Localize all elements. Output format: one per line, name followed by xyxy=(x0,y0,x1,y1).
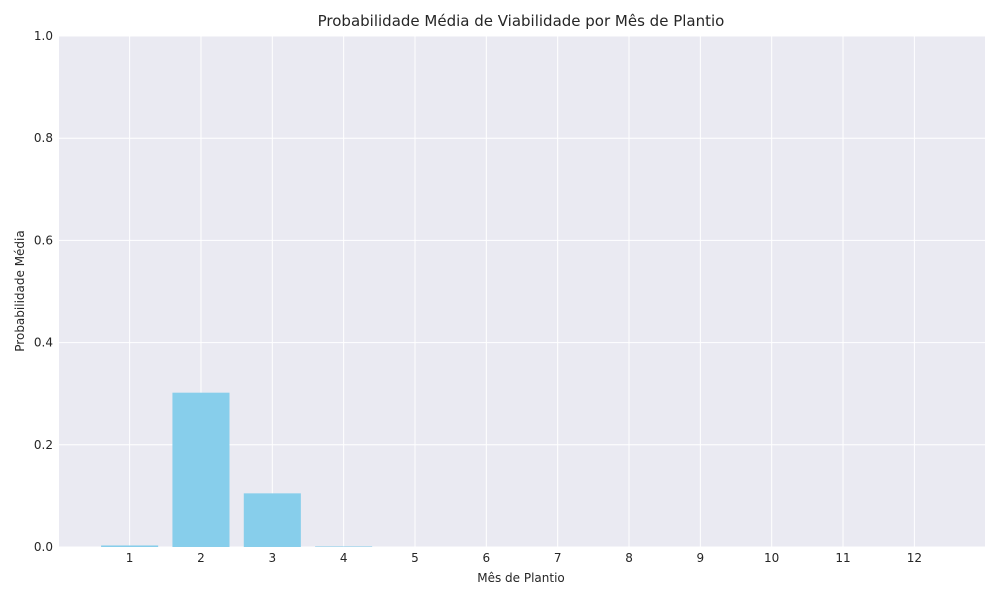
x-tick-label: 7 xyxy=(554,551,562,565)
y-tick-label: 0.8 xyxy=(34,131,53,145)
grid xyxy=(59,35,985,548)
x-tick-label: 5 xyxy=(411,551,419,565)
x-tick-label: 9 xyxy=(697,551,705,565)
bar xyxy=(172,392,230,547)
x-tick-label: 12 xyxy=(907,551,922,565)
y-tick-label: 0.2 xyxy=(34,438,53,452)
bar xyxy=(243,493,301,547)
bar-series xyxy=(101,392,373,547)
y-tick-label: 0.4 xyxy=(34,336,53,350)
bar xyxy=(315,546,373,547)
x-tick-label: 3 xyxy=(268,551,276,565)
y-tick-labels: 0.0 0.2 0.4 0.6 0.8 1.0 xyxy=(34,29,53,554)
x-tick-label: 6 xyxy=(483,551,491,565)
y-tick-label: 1.0 xyxy=(34,29,53,43)
chart-title: Probabilidade Média de Viabilidade por M… xyxy=(318,12,725,30)
x-tick-label: 10 xyxy=(764,551,779,565)
bar xyxy=(101,545,159,547)
y-tick-label: 0.0 xyxy=(34,540,53,554)
x-tick-label: 11 xyxy=(835,551,850,565)
x-tick-label: 4 xyxy=(340,551,348,565)
x-tick-labels: 1 2 3 4 5 6 7 8 9 10 11 12 xyxy=(126,551,922,565)
x-axis-label: Mês de Plantio xyxy=(477,571,565,585)
y-axis-label: Probabilidade Média xyxy=(13,230,27,351)
x-tick-label: 8 xyxy=(625,551,633,565)
x-tick-label: 2 xyxy=(197,551,205,565)
y-tick-label: 0.6 xyxy=(34,233,53,247)
x-tick-label: 1 xyxy=(126,551,134,565)
